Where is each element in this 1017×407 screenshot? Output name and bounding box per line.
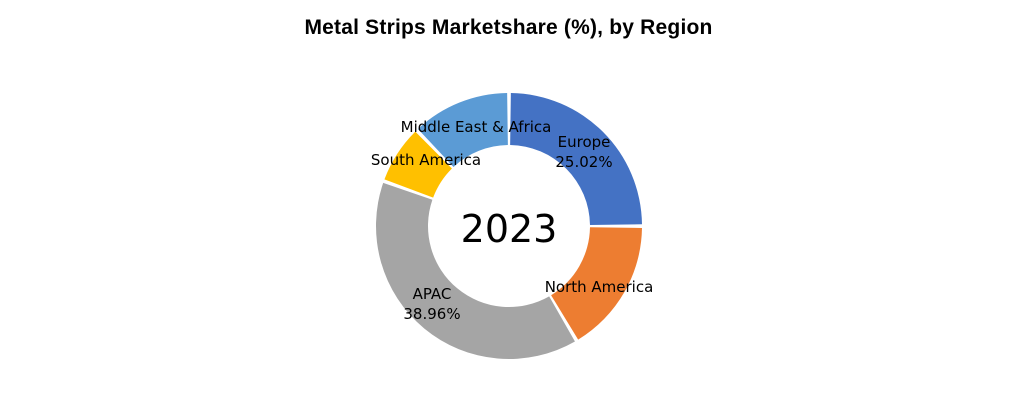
donut-slice-apac [376, 182, 575, 359]
donut-slice-europe [510, 93, 642, 225]
slice-label-apac: APAC [413, 285, 452, 303]
slice-label-south-america: South America [371, 151, 481, 169]
slices-layer [376, 93, 642, 359]
chart-title: Metal Strips Marketshare (%), by Region [304, 16, 713, 39]
slice-label-north-america: North America [545, 278, 654, 296]
donut-slice-south-america [384, 131, 452, 198]
donut-slice-middle-east-and-africa [417, 93, 508, 167]
slice-value-europe: 25.02% [555, 153, 612, 171]
slice-label-europe: Europe [558, 133, 611, 151]
slice-label-middle-east-and-africa: Middle East & Africa [401, 118, 552, 136]
labels-layer: Europe 25.02% North America APAC 38.96% South… [371, 118, 653, 323]
slice-value-apac: 38.96% [403, 305, 460, 323]
donut-slice-north-america [551, 227, 642, 340]
center-year-label: 2023 [461, 207, 558, 251]
